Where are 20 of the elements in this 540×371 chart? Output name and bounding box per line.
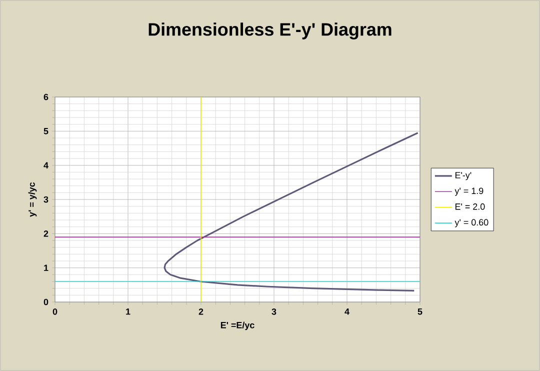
y-axis-title: y' = y/yc [28,182,37,217]
x-tick-label: 3 [272,308,276,315]
x-tick-label: 0 [52,308,58,315]
chart-title: Dimensionless E'-y' Diagram [148,22,392,40]
x-tick-label: 5 [418,308,422,315]
legend-label: E' = 2.0 [455,203,485,210]
x-tick-label: 4 [344,308,350,315]
legend-label: y' = 0.60 [454,219,488,228]
x-tick-label: 2 [198,308,204,315]
y-tick-label: 2 [44,230,48,237]
y-tick-label: 5 [44,128,48,134]
y-tick-label: 4 [44,162,48,168]
y-tick-label: 3 [44,196,48,203]
y-tick-label: 6 [44,94,48,100]
x-tick-label: 1 [126,308,130,315]
y-tick-label: 0 [44,298,48,306]
y-tick-label: 1 [44,264,48,271]
legend-label: y' = 1.9 [454,188,484,196]
legend-label: E'-y' [455,172,472,180]
x-axis-title: E' =E/yc [220,322,254,330]
